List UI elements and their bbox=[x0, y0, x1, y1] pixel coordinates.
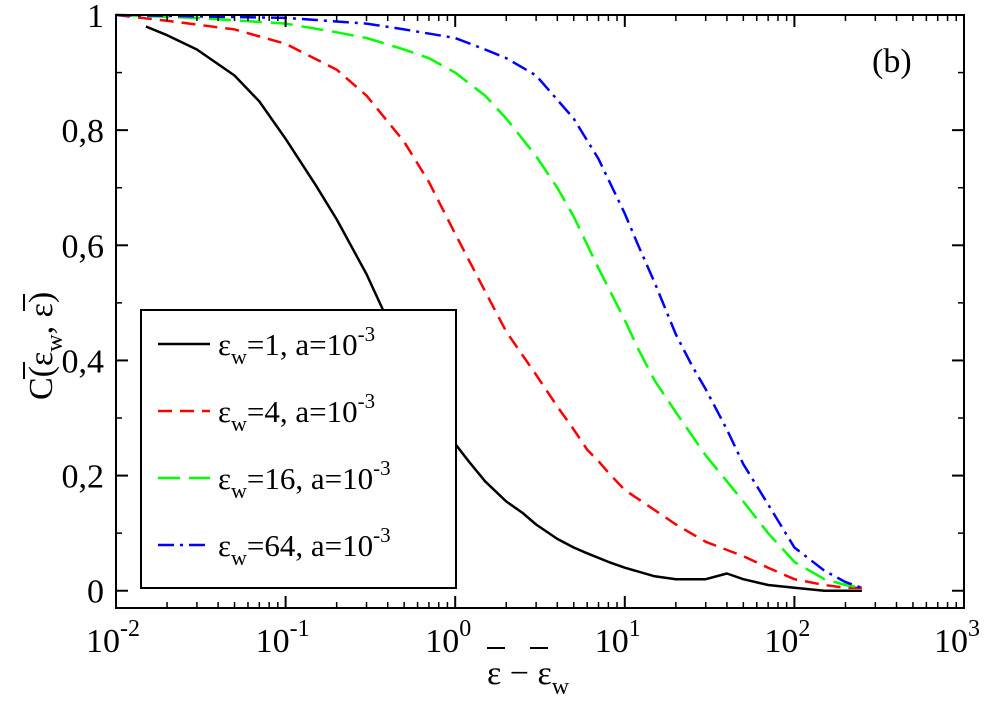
x-tick-exponent: 0 bbox=[459, 616, 471, 642]
x-tick-base: 10 bbox=[595, 623, 629, 660]
legend-label-sub: w bbox=[231, 344, 247, 369]
legend-label-mid: =64, a=10 bbox=[247, 528, 373, 563]
x-tick-exponent: 3 bbox=[968, 616, 980, 642]
legend-label-sub: w bbox=[231, 411, 247, 436]
x-tick-base: 10 bbox=[764, 623, 798, 660]
legend-label-3: εw=16, a=10-3 bbox=[218, 456, 391, 503]
y-tick-label: 0,2 bbox=[62, 459, 105, 496]
x-tick-base: 10 bbox=[934, 623, 968, 660]
y-tick-label: 0,8 bbox=[62, 113, 105, 150]
x-tick-label: 103 bbox=[934, 616, 980, 660]
x-tick-exponent: -2 bbox=[120, 616, 140, 642]
x-tick-exponent: -1 bbox=[290, 616, 310, 642]
x-ticks: 10-2 10-1 100 101 102 103 bbox=[86, 15, 980, 660]
legend-label-1: εw=1, a=10-3 bbox=[218, 322, 375, 369]
legend-label-sup: -3 bbox=[358, 389, 376, 413]
legend-label-sup: -3 bbox=[358, 322, 376, 346]
x-tick-base: 10 bbox=[86, 623, 120, 660]
series-layer bbox=[115, 13, 863, 592]
plot-frame bbox=[115, 14, 965, 609]
legend-label-sym: ε bbox=[218, 461, 231, 496]
legend-label-4: εw=64, a=10-3 bbox=[218, 523, 391, 570]
legend-box bbox=[140, 309, 457, 589]
x-tick-label: 10-1 bbox=[256, 616, 310, 660]
x-tick-exponent: 1 bbox=[629, 616, 641, 642]
series-line-2 bbox=[115, 13, 862, 590]
y-tick-label: 0 bbox=[87, 574, 104, 611]
x-tick-exponent: 2 bbox=[798, 616, 810, 642]
series-line-4 bbox=[115, 13, 863, 589]
series-line-3 bbox=[115, 13, 863, 590]
legend-label-sup: -3 bbox=[373, 523, 391, 547]
x-tick-label: 10-2 bbox=[86, 616, 140, 660]
legend-label-sym: ε bbox=[218, 528, 231, 563]
panel-label: (b) bbox=[872, 43, 912, 80]
legend-label-sub: w bbox=[231, 545, 247, 570]
series-line-1 bbox=[145, 25, 862, 592]
y-ticks: 0 0,2 0,4 0,6 0,8 1 bbox=[62, 0, 964, 611]
y-tick-label: 0,4 bbox=[62, 343, 105, 380]
x-tick-base: 10 bbox=[256, 623, 290, 660]
x-tick-label: 101 bbox=[595, 616, 641, 660]
legend-label-sub: w bbox=[231, 478, 247, 503]
legend-label-mid: =1, a=10 bbox=[247, 327, 358, 362]
legend-label-sym: ε bbox=[218, 327, 231, 362]
legend-label-sup: -3 bbox=[373, 456, 391, 480]
x-tick-label: 102 bbox=[764, 616, 810, 660]
legend: εw=1, a=10-3εw=4, a=10-3εw=16, a=10-3εw=… bbox=[140, 309, 457, 589]
y-tick-label: 0,6 bbox=[62, 228, 105, 265]
x-tick-label: 100 bbox=[425, 616, 471, 660]
x-tick-base: 10 bbox=[425, 623, 459, 660]
legend-label-sym: ε bbox=[218, 394, 231, 429]
y-tick-label: 1 bbox=[87, 0, 104, 35]
legend-label-2: εw=4, a=10-3 bbox=[218, 389, 375, 436]
legend-label-mid: =16, a=10 bbox=[247, 461, 373, 496]
legend-label-mid: =4, a=10 bbox=[247, 394, 358, 429]
